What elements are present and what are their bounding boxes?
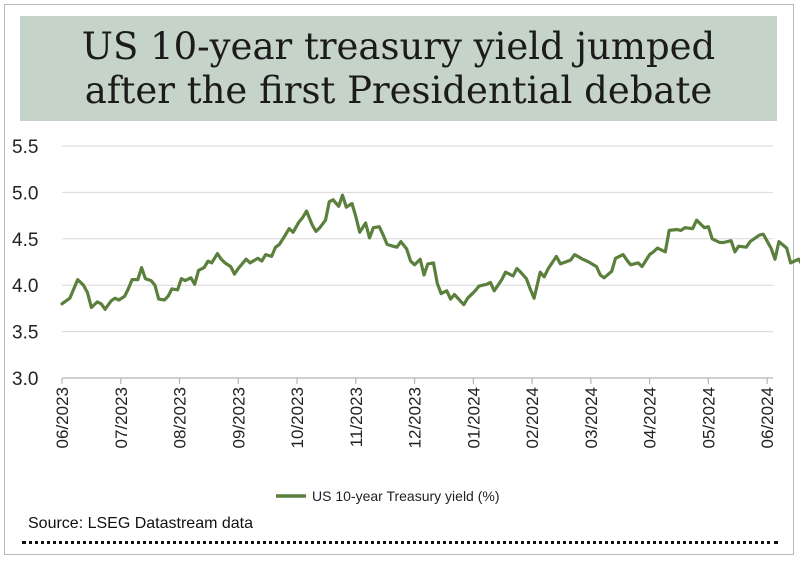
x-tick-label: 03/2024 (582, 387, 601, 448)
source-note: Source: LSEG Datastream data (28, 515, 253, 532)
y-tick-label: 4.5 (12, 230, 38, 251)
chart-title-line-1: US 10-year treasury yield jumped (81, 24, 716, 68)
title-banner: US 10-year treasury yield jumped after t… (20, 16, 777, 121)
dotted-divider (22, 541, 778, 544)
series-line (60, 193, 800, 311)
x-tick-label: 02/2024 (523, 387, 542, 448)
x-tick-label: 06/2023 (53, 387, 72, 448)
y-tick-label: 4.0 (12, 276, 38, 297)
y-tick-label: 5.0 (12, 183, 38, 204)
x-tick-label: 10/2023 (288, 387, 307, 448)
x-tick-label: 11/2023 (347, 387, 366, 447)
x-tick-label: 06/2024 (758, 387, 777, 448)
x-tick-label: 08/2023 (171, 387, 190, 448)
x-tick-label: 05/2024 (699, 387, 718, 448)
x-tick-label: 04/2024 (641, 387, 660, 448)
x-tick-label: 12/2023 (406, 387, 425, 448)
legend-label: US 10-year Treasury yield (%) (312, 488, 500, 504)
y-tick-label: 3.5 (12, 323, 38, 344)
y-tick-label: 3.0 (12, 369, 38, 390)
x-tick-label: 09/2023 (229, 387, 248, 448)
x-tick-label: 07/2023 (112, 387, 131, 448)
x-tick-label: 01/2024 (464, 387, 483, 448)
y-tick-label: 5.5 (12, 137, 38, 158)
chart-title-line-2: after the first Presidential debate (84, 68, 713, 112)
